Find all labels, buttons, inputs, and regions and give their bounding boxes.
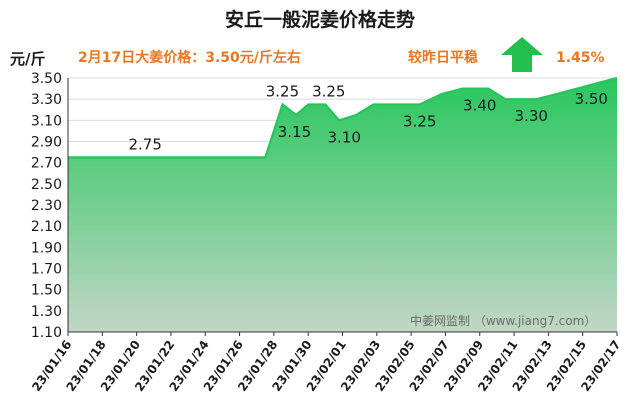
y-tick-label: 3.30 — [31, 92, 62, 108]
y-tick-label: 1.30 — [31, 304, 62, 320]
y-tick-label: 2.10 — [31, 219, 62, 235]
data-labels: 2.75 3.25 3.15 3.25 3.10 3.25 3.40 3.30 3.50 — [129, 82, 608, 153]
y-tick-label: 1.90 — [31, 240, 62, 256]
data-label: 3.25 — [403, 112, 436, 130]
price-note: 2月17日大姜价格：3.50元/斤左右 — [78, 49, 301, 66]
data-label: 3.25 — [266, 82, 299, 100]
y-tick-labels: 1.10 1.30 1.50 1.70 1.90 2.10 2.30 2.50 2.70 2.90… — [31, 71, 62, 341]
data-label: 3.25 — [312, 82, 345, 100]
change-percent: 1.45% — [556, 50, 605, 66]
price-area-fill — [68, 78, 617, 332]
watermark: 中姜网监制 （www.jiang7.com） — [410, 313, 596, 328]
data-label: 3.10 — [328, 128, 361, 146]
data-label: 3.15 — [278, 123, 311, 141]
y-tick-label: 1.10 — [31, 325, 62, 341]
y-tick-label: 2.90 — [31, 135, 62, 151]
data-label: 3.30 — [515, 107, 548, 125]
data-label: 3.50 — [575, 90, 608, 108]
up-arrow-icon — [501, 37, 543, 72]
axes — [67, 78, 618, 336]
chart-title: 安丘一般泥姜价格走势 — [225, 8, 415, 31]
y-tick-label: 1.70 — [31, 262, 62, 278]
y-tick-label: 3.10 — [31, 113, 62, 129]
data-label: 2.75 — [129, 135, 162, 153]
y-tick-label: 1.50 — [31, 283, 62, 299]
y-tick-label: 2.30 — [31, 198, 62, 214]
y-tick-label: 2.70 — [31, 156, 62, 172]
change-label: 较昨日平稳 — [408, 49, 478, 66]
x-tick-labels: 23/01/1623/01/1823/01/2023/01/2223/01/24… — [29, 338, 623, 394]
price-line — [68, 76, 618, 159]
y-tick-label: 2.50 — [31, 177, 62, 193]
data-label: 3.40 — [463, 97, 496, 115]
y-axis-unit-label: 元/斤 — [10, 50, 45, 68]
y-tick-label: 3.50 — [31, 71, 62, 87]
